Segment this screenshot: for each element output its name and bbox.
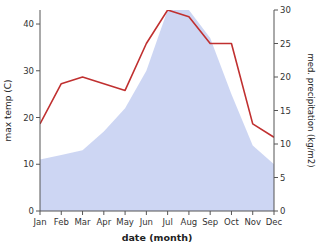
y2-tick: [274, 43, 278, 44]
x-tick-label: Dec: [266, 217, 283, 227]
x-tick: [103, 211, 104, 215]
y2-tick-label: 5: [280, 173, 285, 183]
y2-tick: [274, 177, 278, 178]
x-tick: [125, 211, 126, 215]
y2-tick-label: 30: [280, 5, 291, 15]
x-tick-label: Oct: [224, 217, 239, 227]
y2-tick: [274, 110, 278, 111]
x-tick: [146, 211, 147, 215]
y-axis-label: max temp (C): [3, 79, 13, 141]
x-tick-label: Aug: [181, 217, 198, 227]
y-tick-label: 20: [23, 113, 34, 123]
x-tick: [231, 211, 232, 215]
plot-area: [40, 10, 274, 211]
temp-area: [40, 10, 274, 211]
y2-tick-label: 25: [280, 39, 291, 49]
y-axis-line: [40, 10, 41, 211]
x-tick-label: May: [116, 217, 134, 227]
y2-tick-label: 10: [280, 139, 291, 149]
x-axis-label: date (month): [122, 232, 193, 243]
y-tick-label: 10: [23, 159, 34, 169]
y-tick: [36, 24, 40, 25]
y2-tick: [274, 10, 278, 11]
x-tick: [274, 211, 275, 215]
y2-tick: [274, 77, 278, 78]
y2-tick-label: 0: [280, 206, 285, 216]
x-tick-label: Jun: [139, 217, 153, 227]
chart: JanFebMarAprMayJunJulAugSepOctNovDec0102…: [0, 0, 318, 247]
precip-line: [40, 10, 274, 137]
axes: JanFebMarAprMayJunJulAugSepOctNovDec0102…: [23, 5, 291, 227]
y2-tick: [274, 211, 278, 212]
x-tick: [82, 211, 83, 215]
x-tick-label: Jul: [162, 217, 173, 227]
y-tick: [36, 164, 40, 165]
y-tick: [36, 117, 40, 118]
y-tick: [36, 211, 40, 212]
y-tick-label: 30: [23, 66, 34, 76]
y-tick-label: 0: [29, 206, 34, 216]
y-tick-label: 40: [23, 19, 34, 29]
x-tick-label: Feb: [54, 217, 69, 227]
x-tick: [61, 211, 62, 215]
y2-tick: [274, 144, 278, 145]
x-tick-label: Nov: [244, 217, 261, 227]
x-tick-label: Jan: [32, 217, 46, 227]
x-tick: [167, 211, 168, 215]
x-tick-label: Mar: [75, 217, 92, 227]
x-tick: [40, 211, 41, 215]
y2-tick-label: 15: [280, 106, 291, 116]
x-tick: [252, 211, 253, 215]
x-axis-line: [40, 211, 274, 212]
x-tick: [210, 211, 211, 215]
x-tick-label: Apr: [96, 217, 111, 227]
y2-tick-label: 20: [280, 72, 291, 82]
x-tick-label: Sep: [202, 217, 218, 227]
y2-axis-label: med. precipitation (kg/m2): [306, 53, 316, 167]
x-tick: [188, 211, 189, 215]
y-tick: [36, 70, 40, 71]
